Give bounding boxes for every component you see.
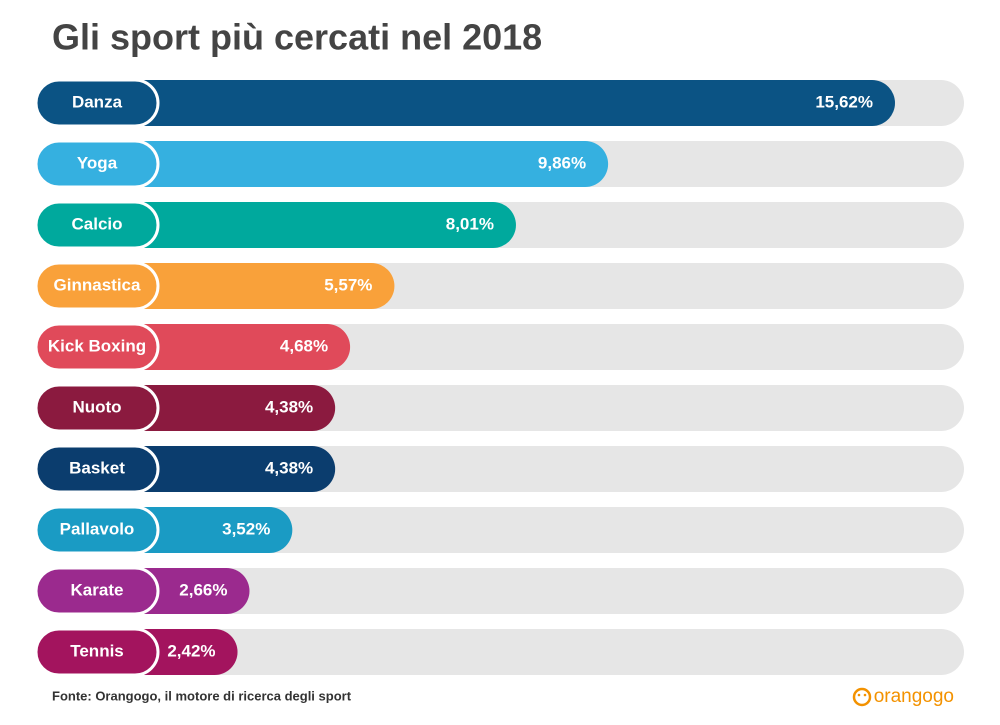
label-pill	[34, 627, 160, 677]
category-label: Yoga	[77, 153, 118, 172]
track	[36, 629, 964, 675]
label-pill	[34, 261, 160, 311]
category-label: Ginnastica	[54, 275, 141, 294]
label-pill	[34, 444, 160, 494]
category-label: Calcio	[71, 214, 122, 233]
logo-eye	[857, 693, 861, 697]
category-label: Pallavolo	[60, 519, 135, 538]
value-label: 5,57%	[324, 275, 372, 294]
value-label: 2,66%	[179, 580, 227, 599]
brand-name: orangogo	[874, 686, 954, 707]
label-pill	[34, 78, 160, 128]
label-pill	[34, 139, 160, 189]
value-label: 9,86%	[538, 153, 586, 172]
track	[36, 568, 964, 614]
label-pill	[34, 383, 160, 433]
source: Fonte: Orangogo, il motore di ricerca de…	[52, 688, 352, 703]
category-label: Danza	[72, 92, 123, 111]
label-pill	[34, 200, 160, 250]
category-label: Kick Boxing	[48, 336, 146, 355]
category-label: Basket	[69, 458, 125, 477]
category-label: Nuoto	[72, 397, 121, 416]
value-label: 4,38%	[265, 397, 313, 416]
logo-icon	[852, 687, 872, 707]
label-pill	[34, 505, 160, 555]
category-label: Tennis	[70, 641, 124, 660]
value-label: 8,01%	[446, 214, 494, 233]
chart-title: Gli sport più cercati nel 2018	[52, 17, 542, 58]
value-label: 2,42%	[167, 641, 215, 660]
category-label: Karate	[71, 580, 124, 599]
label-pill	[34, 322, 160, 372]
value-label: 4,38%	[265, 458, 313, 477]
bar	[36, 80, 895, 126]
value-label: 15,62%	[815, 92, 873, 111]
label-pill	[34, 566, 160, 616]
value-label: 4,68%	[280, 336, 328, 355]
value-label: 3,52%	[222, 519, 270, 538]
brand-logo: orangogo	[852, 686, 954, 707]
logo-eye	[863, 693, 867, 697]
bar	[36, 141, 609, 187]
